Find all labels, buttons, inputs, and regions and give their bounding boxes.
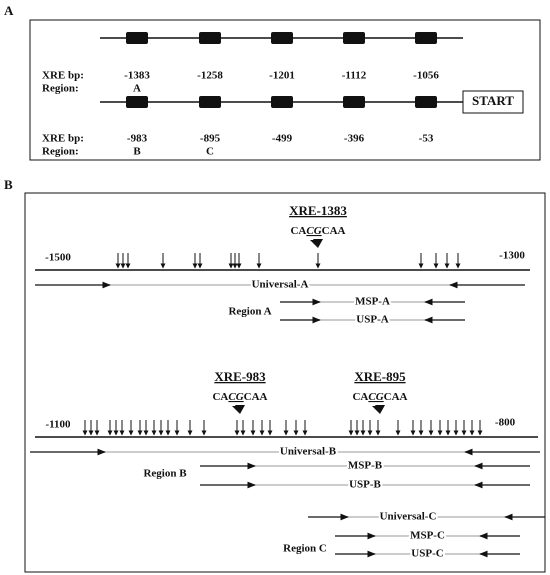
primer-label: USP-B xyxy=(349,479,381,491)
coord-left: -1500 xyxy=(45,252,71,264)
bp-label: -53 xyxy=(419,133,434,145)
seq-part: CAA xyxy=(322,225,346,237)
coord-left: -1100 xyxy=(45,419,71,431)
row-label: Region: xyxy=(42,83,79,95)
xre-triangle xyxy=(372,406,380,414)
row-label: Region: xyxy=(42,146,79,158)
region-label: Region B xyxy=(143,468,187,480)
panel-frame xyxy=(29,19,541,161)
primer-label: MSP-A xyxy=(355,296,390,308)
coord-right: -1300 xyxy=(499,250,525,262)
panel-label: A xyxy=(4,3,14,18)
bp-label: -983 xyxy=(127,133,148,145)
xre-box xyxy=(415,96,437,108)
xre-triangle xyxy=(232,406,240,414)
xre-box xyxy=(271,32,293,44)
seq-cg: CG xyxy=(228,391,243,403)
xre-name: XRE-895 xyxy=(354,369,406,384)
bp-label: -499 xyxy=(272,133,293,145)
xre-box xyxy=(199,32,221,44)
region-label: C xyxy=(206,146,214,158)
seq-part: CA xyxy=(352,391,368,403)
xre-name: XRE-983 xyxy=(214,369,266,384)
primer-label: USP-A xyxy=(356,314,388,326)
primer-label: Universal-A xyxy=(252,279,309,291)
xre-box xyxy=(343,96,365,108)
coord-right: -800 xyxy=(495,417,516,429)
seq-part: CAA xyxy=(384,391,408,403)
xre-triangle xyxy=(375,405,385,414)
bp-label: -1201 xyxy=(269,70,295,82)
primer-label: MSP-B xyxy=(348,460,383,472)
region-label: Region A xyxy=(228,306,271,318)
seq-part: CAA xyxy=(244,391,268,403)
xre-name: XRE-1383 xyxy=(289,203,347,218)
xre-sequence: CACGCAA xyxy=(352,391,407,403)
panel-frame xyxy=(24,192,546,573)
seq-part: CA xyxy=(290,225,306,237)
seq-cg: CG xyxy=(306,225,321,237)
bp-label: -1383 xyxy=(124,70,150,82)
seq-cg: CG xyxy=(368,391,383,403)
region-label: A xyxy=(133,83,141,95)
xre-sequence: CACGCAA xyxy=(212,391,267,403)
xre-box xyxy=(126,96,148,108)
panel-label: B xyxy=(4,177,13,192)
primer-label: Universal-B xyxy=(280,446,337,458)
xre-triangle xyxy=(313,239,323,248)
bp-label: -1258 xyxy=(197,70,223,82)
xre-box xyxy=(271,96,293,108)
xre-triangle xyxy=(235,405,245,414)
xre-box xyxy=(415,32,437,44)
start-label: START xyxy=(472,93,514,108)
xre-triangle xyxy=(310,240,318,248)
xre-box xyxy=(126,32,148,44)
bp-label: -1112 xyxy=(342,70,367,82)
bp-label: -396 xyxy=(344,133,365,145)
primer-label: MSP-C xyxy=(410,530,445,542)
primer-label: Universal-C xyxy=(380,511,437,523)
bp-label: -1056 xyxy=(413,70,439,82)
xre-box xyxy=(199,96,221,108)
region-label: B xyxy=(133,146,141,158)
region-label: Region C xyxy=(283,543,327,555)
bp-label: -895 xyxy=(200,133,221,145)
row-label: XRE bp: xyxy=(42,70,84,82)
xre-sequence: CACGCAA xyxy=(290,225,345,237)
row-label: XRE bp: xyxy=(42,133,84,145)
seq-part: CA xyxy=(212,391,228,403)
primer-label: USP-C xyxy=(411,548,443,560)
xre-box xyxy=(343,32,365,44)
